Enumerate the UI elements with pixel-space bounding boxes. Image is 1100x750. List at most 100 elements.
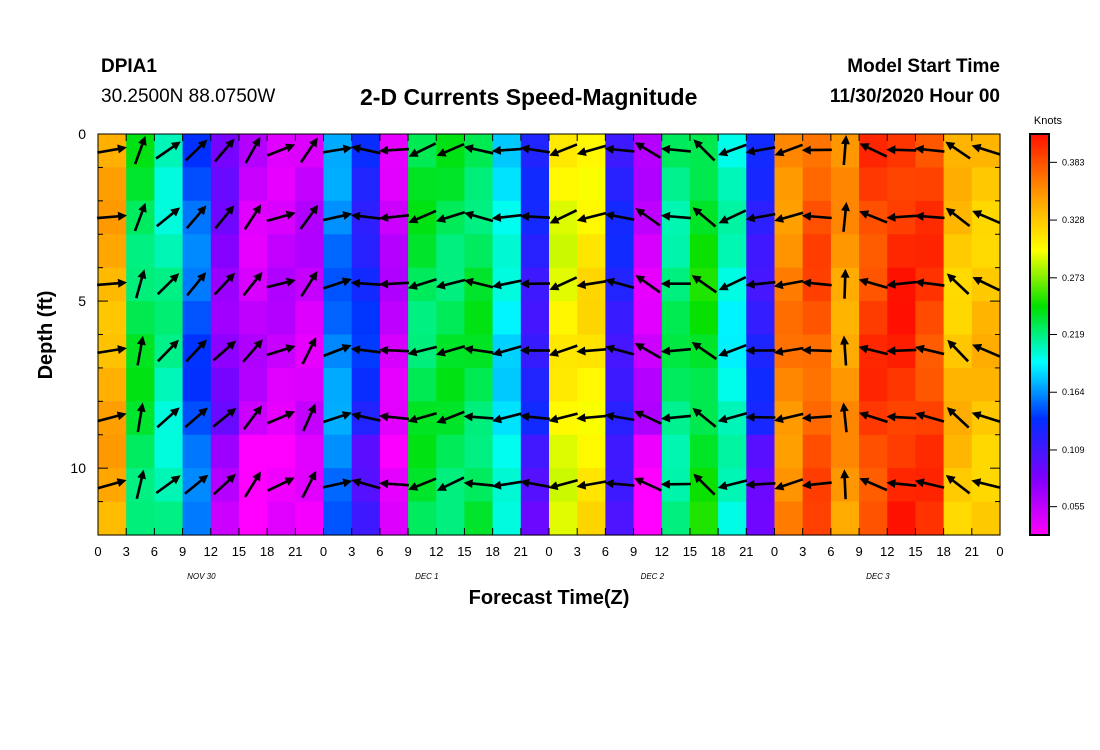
heatmap-cell bbox=[661, 167, 691, 202]
current-arrow bbox=[858, 344, 889, 356]
heatmap-cell bbox=[126, 234, 155, 269]
heatmap-cell bbox=[971, 167, 1001, 202]
current-arrow bbox=[436, 476, 465, 491]
current-arrow bbox=[301, 337, 317, 365]
heatmap-cell bbox=[661, 501, 691, 536]
current-arrow bbox=[464, 277, 494, 289]
x-tick-label: 3 bbox=[799, 544, 806, 559]
current-arrow bbox=[549, 276, 578, 291]
current-arrow bbox=[243, 204, 262, 231]
heatmap-cell bbox=[379, 434, 409, 469]
x-tick-label: 0 bbox=[320, 544, 327, 559]
heatmap-cell bbox=[436, 234, 466, 269]
x-tick-label: 15 bbox=[683, 544, 697, 559]
x-tick-label: 9 bbox=[179, 544, 186, 559]
current-arrow bbox=[519, 345, 550, 355]
x-tick-label: 15 bbox=[232, 544, 246, 559]
current-arrow bbox=[691, 342, 718, 361]
heatmap-cell bbox=[746, 167, 776, 202]
current-arrow bbox=[773, 346, 804, 356]
heatmap-cell bbox=[718, 367, 747, 402]
current-arrow bbox=[718, 343, 747, 357]
current-arrow bbox=[801, 345, 832, 355]
heatmap-cell bbox=[661, 301, 691, 336]
current-arrow bbox=[745, 412, 776, 422]
current-arrow bbox=[435, 278, 466, 290]
heatmap-cell bbox=[830, 167, 860, 202]
current-arrow bbox=[214, 205, 235, 230]
current-arrow bbox=[212, 474, 236, 496]
day-label: DEC 2 bbox=[641, 572, 665, 581]
current-arrow bbox=[407, 345, 438, 357]
heatmap-cell bbox=[520, 301, 550, 336]
heatmap-cell bbox=[323, 367, 353, 402]
current-arrow bbox=[407, 411, 437, 424]
heatmap-cell bbox=[436, 501, 466, 536]
current-arrow bbox=[914, 144, 945, 154]
current-arrow bbox=[185, 205, 207, 230]
heatmap-cell bbox=[267, 434, 296, 469]
current-arrow bbox=[185, 339, 207, 363]
heatmap-cell bbox=[746, 234, 776, 269]
current-arrow bbox=[351, 411, 381, 422]
heatmap-cell bbox=[859, 234, 888, 269]
current-arrow bbox=[436, 211, 466, 223]
current-arrow bbox=[634, 142, 662, 159]
heatmap-cell bbox=[971, 434, 1001, 469]
current-arrow bbox=[745, 212, 776, 223]
heatmap-cell bbox=[323, 234, 353, 269]
heatmap-cell bbox=[971, 501, 1001, 536]
heatmap-cell bbox=[915, 367, 945, 402]
heatmap-cell bbox=[379, 367, 409, 402]
heatmap-cell bbox=[379, 501, 409, 536]
current-arrow bbox=[947, 339, 970, 363]
heatmap-cell bbox=[549, 301, 578, 336]
current-arrow bbox=[945, 207, 971, 228]
heatmap-cell bbox=[746, 301, 776, 336]
day-label: DEC 3 bbox=[866, 572, 890, 581]
current-arrow bbox=[435, 345, 466, 357]
current-arrow bbox=[718, 143, 747, 157]
heatmap-cell bbox=[859, 367, 888, 402]
x-tick-label: 9 bbox=[855, 544, 862, 559]
current-arrow bbox=[946, 407, 970, 429]
current-arrow bbox=[549, 209, 578, 224]
heatmap-cell bbox=[830, 501, 860, 536]
current-arrow bbox=[301, 470, 317, 499]
current-arrow bbox=[322, 211, 353, 222]
x-tick-label: 3 bbox=[123, 544, 130, 559]
current-arrow bbox=[519, 212, 550, 221]
current-arrow bbox=[576, 346, 607, 356]
x-tick-label: 0 bbox=[771, 544, 778, 559]
heatmap-cell bbox=[492, 501, 522, 536]
current-arrow bbox=[971, 478, 1001, 490]
heatmap-cell bbox=[549, 167, 578, 202]
current-arrow bbox=[266, 344, 296, 357]
x-tick-label: 21 bbox=[739, 544, 753, 559]
current-arrow bbox=[548, 412, 578, 424]
heatmap-cell bbox=[915, 301, 945, 336]
heatmap-cell bbox=[379, 301, 409, 336]
heatmap-cell bbox=[887, 367, 917, 402]
heatmap-cell bbox=[943, 167, 973, 202]
heatmap-cell bbox=[577, 434, 606, 469]
heatmap-cell bbox=[210, 501, 240, 536]
current-arrow bbox=[692, 207, 717, 228]
heatmap-cell bbox=[605, 234, 635, 269]
current-arrow bbox=[692, 407, 717, 428]
current-arrow bbox=[840, 469, 850, 500]
current-arrow bbox=[605, 344, 635, 356]
heatmap-cell bbox=[436, 367, 466, 402]
y-tick-label: 10 bbox=[70, 460, 86, 476]
x-tick-label: 0 bbox=[996, 544, 1003, 559]
y-tick-label: 5 bbox=[78, 293, 86, 309]
heatmap-cell bbox=[126, 501, 155, 536]
heatmap-cell bbox=[182, 167, 212, 202]
x-tick-label: 9 bbox=[630, 544, 637, 559]
x-tick-label: 12 bbox=[880, 544, 894, 559]
current-arrow bbox=[914, 344, 945, 356]
heatmap-cell bbox=[323, 501, 353, 536]
current-arrow bbox=[379, 145, 409, 155]
heatmap-cell bbox=[182, 234, 212, 269]
current-arrow bbox=[379, 345, 410, 355]
